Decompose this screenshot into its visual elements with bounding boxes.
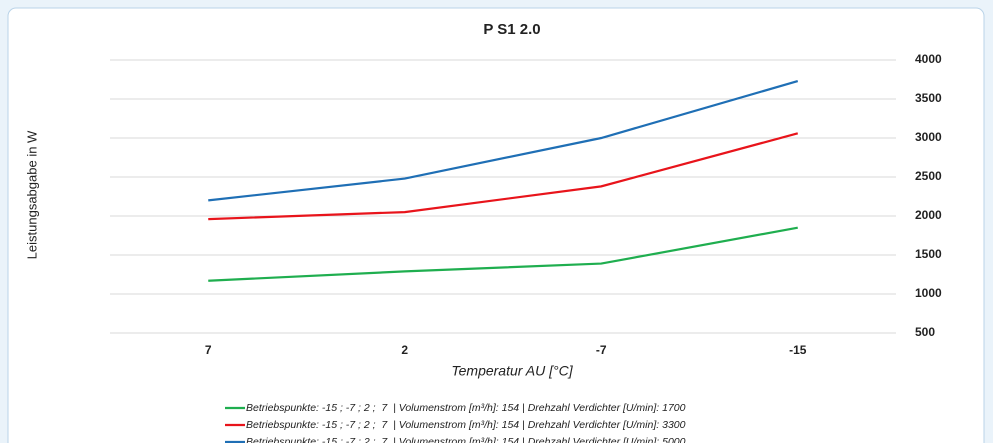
series-line <box>208 226 798 282</box>
y-tick-label: 3000 <box>915 130 942 144</box>
legend-label: Betriebspunkte: -15 ; -7 ; 2 ; 7 | Volum… <box>246 419 686 431</box>
y-tick-label: 1500 <box>915 247 942 261</box>
y-tick-label: 4000 <box>915 52 942 66</box>
card <box>7 7 985 443</box>
chart-title: P S1 2.0 <box>483 21 540 38</box>
y-tick-label: 500 <box>915 325 935 339</box>
x-axis-label: Temperatur AU [°C] <box>451 363 573 379</box>
x-tick-label: 7 <box>205 343 212 357</box>
y-tick-label: 2000 <box>915 208 942 222</box>
x-tick-label: -7 <box>596 343 607 357</box>
y-tick-label: 1000 <box>915 286 942 300</box>
y-tick-label: 3500 <box>915 91 942 105</box>
legend-label: Betriebspunkte: -15 ; -7 ; 2 ; 7 | Volum… <box>246 402 686 414</box>
y-tick-label: 2500 <box>915 169 942 183</box>
legend-label: Betriebspunkte: -15 ; -7 ; 2 ; 7 | Volum… <box>246 436 686 443</box>
x-tick-label: -15 <box>789 343 807 357</box>
y-axis-label: Leistungsabgabe in W <box>24 130 39 259</box>
series-line <box>208 132 799 221</box>
series-line <box>208 80 799 202</box>
x-tick-label: 2 <box>401 343 408 357</box>
